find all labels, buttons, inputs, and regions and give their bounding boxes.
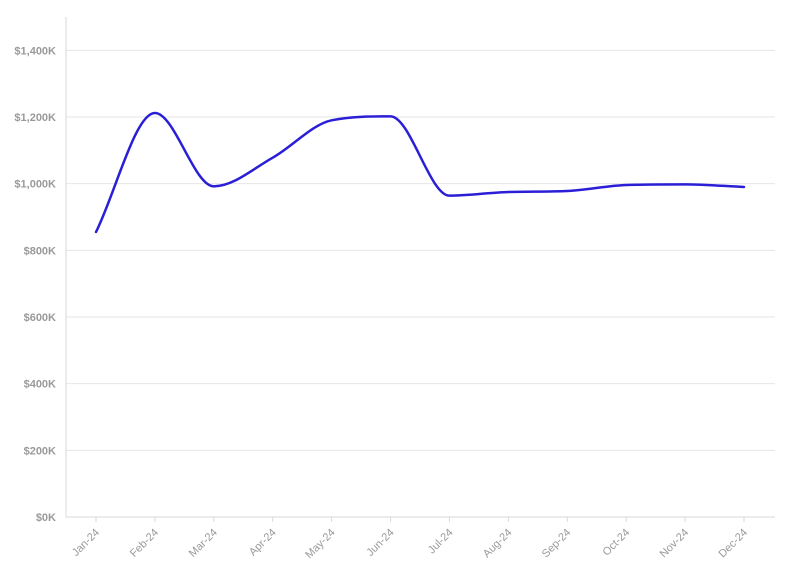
data-point (505, 189, 511, 195)
x-tick-label: Feb-24 (128, 527, 161, 560)
y-tick-label: $1,400K (14, 45, 56, 57)
data-point (270, 155, 276, 161)
x-tick-label: May-24 (303, 527, 337, 561)
y-tick-label: $0K (36, 512, 56, 524)
x-tick-label: Jul-24 (426, 527, 456, 557)
data-point (623, 182, 629, 188)
data-point (446, 193, 452, 199)
x-tick-label: Mar-24 (187, 527, 220, 560)
y-tick-label: $600K (24, 312, 56, 324)
data-point (329, 117, 335, 123)
x-tick-labels: Jan-24 Feb-24 Mar-24 Apr-24 May-24 Jun-24 Jul-… (70, 527, 750, 561)
series-layer (93, 110, 747, 235)
y-tick-labels: $0K $200K $400K $600K $800K $1,000K $1,200K $1,… (14, 45, 56, 524)
x-tick-label: Nov-24 (658, 527, 692, 561)
gridlines (66, 49, 775, 451)
x-tick-label: Sep-24 (540, 527, 574, 561)
y-tick-label: $800K (24, 245, 56, 257)
series-line (94, 111, 746, 234)
x-tick-label: Oct-24 (600, 527, 632, 559)
y-tick-label: $400K (24, 379, 56, 391)
data-point (388, 113, 394, 119)
x-tick-label: Dec-24 (717, 527, 751, 561)
data-point (682, 181, 688, 187)
x-tick-label: Jun-24 (364, 527, 396, 559)
y-tick-label: $1,000K (14, 179, 56, 191)
x-tick-label: Aug-24 (481, 527, 515, 561)
data-point (564, 188, 570, 194)
x-tick-label: Jan-24 (70, 527, 102, 559)
data-point (93, 229, 99, 235)
data-point (152, 110, 158, 116)
x-tick-label: Apr-24 (247, 527, 279, 559)
axes (65, 17, 775, 522)
data-point (741, 184, 747, 190)
y-tick-label: $200K (24, 445, 56, 457)
y-tick-label: $1,200K (14, 112, 56, 124)
data-point (211, 183, 217, 189)
